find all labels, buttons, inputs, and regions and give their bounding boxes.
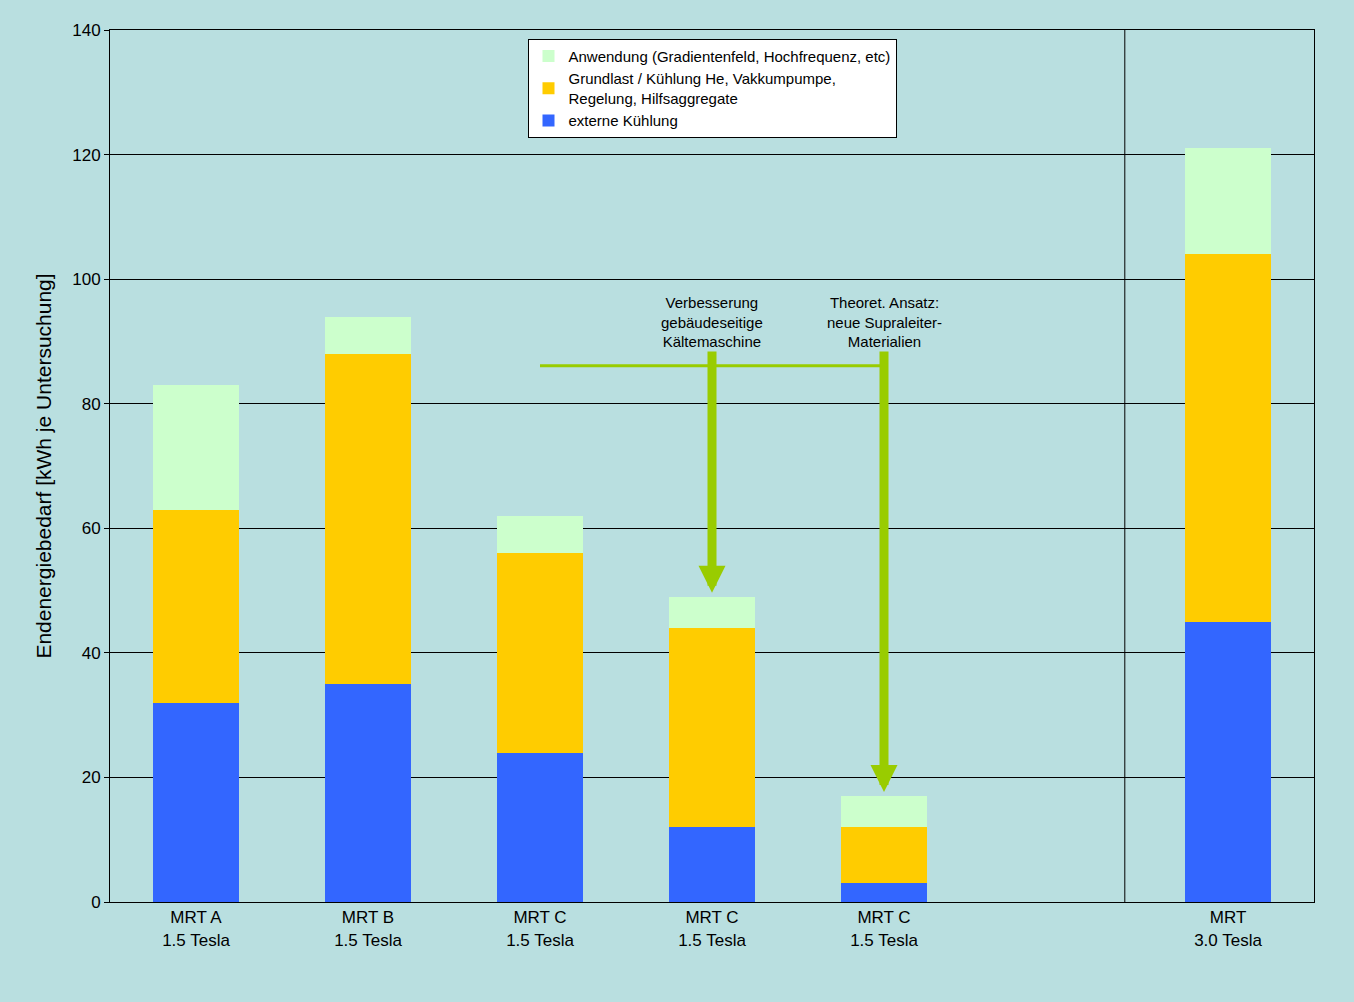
svg-text:40: 40 [82,644,101,663]
svg-text:100: 100 [72,270,100,289]
svg-text:120: 120 [72,146,100,165]
svg-text:VerbesserunggebäudeseitigeKält: VerbesserunggebäudeseitigeKältemaschine [661,294,763,350]
svg-text:80: 80 [82,395,101,414]
svg-text:MRT A1.5 Tesla: MRT A1.5 Tesla [162,908,230,949]
svg-text:Anwendung (Gradientenfeld, Hoc: Anwendung (Gradientenfeld, Hochfrequenz,… [569,48,891,65]
svg-text:MRT3.0 Tesla: MRT3.0 Tesla [1194,908,1262,949]
svg-text:140: 140 [72,21,100,40]
svg-text:Endenergiebedarf [kWh je Unter: Endenergiebedarf [kWh je Untersuchung] [32,273,55,658]
svg-text:Theoret. Ansatz:neue Supraleit: Theoret. Ansatz:neue Supraleiter-Materia… [827,294,942,350]
svg-text:MRT C1.5 Tesla: MRT C1.5 Tesla [850,908,918,949]
svg-text:MRT C1.5 Tesla: MRT C1.5 Tesla [506,908,574,949]
svg-text:Grundlast / Kühlung He, Vakkum: Grundlast / Kühlung He, Vakkumpumpe,Rege… [569,70,836,107]
svg-text:0: 0 [91,893,100,912]
svg-text:MRT B1.5 Tesla: MRT B1.5 Tesla [334,908,402,949]
svg-text:20: 20 [82,768,101,787]
svg-text:externe Kühlung: externe Kühlung [569,112,678,129]
svg-text:60: 60 [82,519,101,538]
svg-text:MRT C1.5 Tesla: MRT C1.5 Tesla [678,908,746,949]
